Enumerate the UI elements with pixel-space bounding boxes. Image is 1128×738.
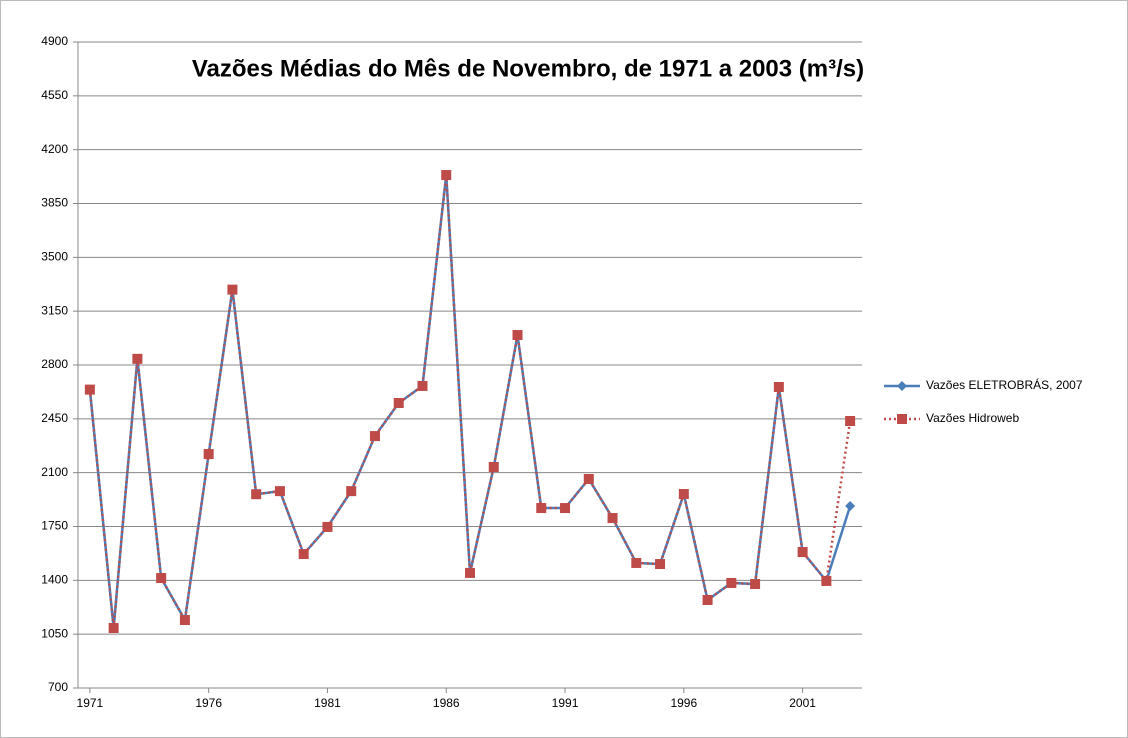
y-tick-label: 3150 — [41, 303, 68, 317]
point-marker — [298, 549, 309, 560]
point-marker — [417, 380, 428, 391]
legend-label: Vazões ELETROBRÁS, 2007 — [926, 377, 1083, 392]
x-tick-label: 1976 — [195, 696, 222, 710]
point-marker — [607, 513, 618, 524]
y-tick-label: 4200 — [41, 142, 68, 156]
point-marker — [132, 353, 143, 364]
x-tick-label: 1996 — [670, 696, 697, 710]
x-tick-label: 1991 — [552, 696, 579, 710]
point-marker — [156, 573, 167, 584]
point-marker — [512, 330, 523, 341]
point-marker — [346, 486, 357, 497]
point-marker — [108, 623, 119, 634]
point-marker — [797, 547, 808, 558]
y-tick-label: 2800 — [41, 357, 68, 371]
point-marker — [560, 503, 571, 514]
point-marker — [678, 489, 689, 500]
y-tick-label: 4900 — [41, 34, 68, 48]
point-marker — [773, 381, 784, 392]
point-marker — [203, 449, 214, 460]
point-marker — [631, 557, 642, 568]
chart-title: Vazões Médias do Mês de Novembro, de 197… — [192, 55, 864, 82]
point-marker — [227, 284, 238, 295]
y-tick-label: 1750 — [41, 519, 68, 533]
point-marker — [845, 415, 856, 426]
y-tick-label: 1050 — [41, 626, 68, 640]
point-marker — [821, 575, 832, 586]
y-tick-label: 4550 — [41, 88, 68, 102]
point-marker — [179, 615, 190, 626]
point-marker — [583, 473, 594, 484]
point-marker — [488, 461, 499, 472]
legend-marker — [897, 381, 907, 391]
point-marker — [274, 486, 285, 497]
point-marker — [726, 577, 737, 588]
legend-marker — [897, 414, 907, 424]
point-marker — [655, 559, 666, 570]
point-marker — [441, 170, 452, 181]
point-marker — [465, 567, 475, 578]
y-tick-label: 3850 — [41, 196, 68, 210]
point-marker — [322, 521, 333, 532]
y-tick-label: 700 — [48, 680, 68, 694]
legend-label: Vazões Hidroweb — [926, 411, 1019, 425]
series-line — [88, 174, 852, 629]
point-marker — [750, 579, 761, 590]
point-marker — [393, 397, 404, 408]
x-tick-label: 1971 — [77, 696, 104, 710]
y-tick-label: 1400 — [41, 573, 68, 587]
point-marker — [369, 431, 380, 442]
point-marker — [251, 489, 262, 500]
y-tick-label: 3500 — [41, 250, 68, 264]
x-tick-label: 1981 — [314, 696, 341, 710]
point-marker — [845, 501, 856, 512]
point-marker — [536, 503, 547, 514]
x-tick-label: 2001 — [789, 696, 816, 710]
x-tick-label: 1986 — [433, 696, 460, 710]
point-marker — [84, 384, 95, 395]
y-tick-label: 2450 — [41, 411, 68, 425]
y-tick-label: 2100 — [41, 465, 68, 479]
point-marker — [702, 595, 713, 606]
